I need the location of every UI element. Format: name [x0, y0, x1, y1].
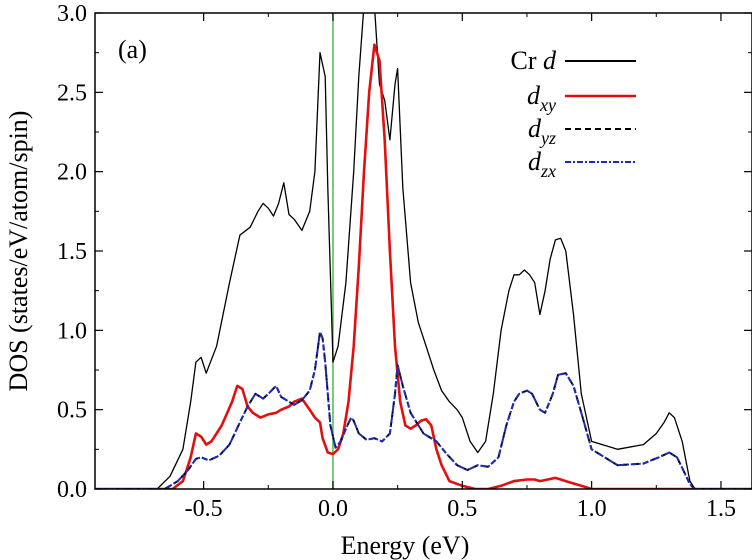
- y-tick-label: 3.0: [57, 1, 87, 27]
- legend-label: dxy: [527, 81, 556, 115]
- plot-frame: [94, 12, 752, 490]
- y-tick-label: 0.0: [57, 477, 87, 503]
- y-tick-label: 1.5: [57, 239, 87, 265]
- x-tick-label: 1.5: [706, 496, 736, 522]
- y-axis-label: DOS (states/eV/atom/spin): [4, 111, 33, 392]
- legend-label: dzx: [528, 147, 556, 181]
- x-tick-label: 0.0: [318, 496, 348, 522]
- series-layer: [95, 13, 752, 489]
- y-tick-label: 1.0: [57, 318, 87, 344]
- y-tick-label: 2.5: [57, 80, 87, 106]
- series-line-cr-d: [95, 13, 752, 489]
- legend-label: dyz: [528, 114, 556, 148]
- series-line-dzx: [95, 330, 752, 489]
- legend-label: Cr d: [511, 46, 558, 75]
- series-line-dyz: [95, 330, 752, 489]
- x-tick-label: 1.0: [577, 496, 607, 522]
- y-tick-label: 2.0: [57, 160, 87, 186]
- x-tick-label: -0.5: [185, 496, 223, 522]
- x-axis-label: Energy (eV): [341, 531, 470, 560]
- panel-label: (a): [118, 35, 147, 64]
- ticks-layer: -0.5 0.0 0.5 1.0 1.5 0.0 0.5 1.0 1.5 2.0 2.5 3.0: [57, 1, 752, 522]
- series-line-dxy: [95, 43, 752, 489]
- x-tick-label: 0.5: [447, 496, 477, 522]
- y-tick-label: 0.5: [57, 398, 87, 424]
